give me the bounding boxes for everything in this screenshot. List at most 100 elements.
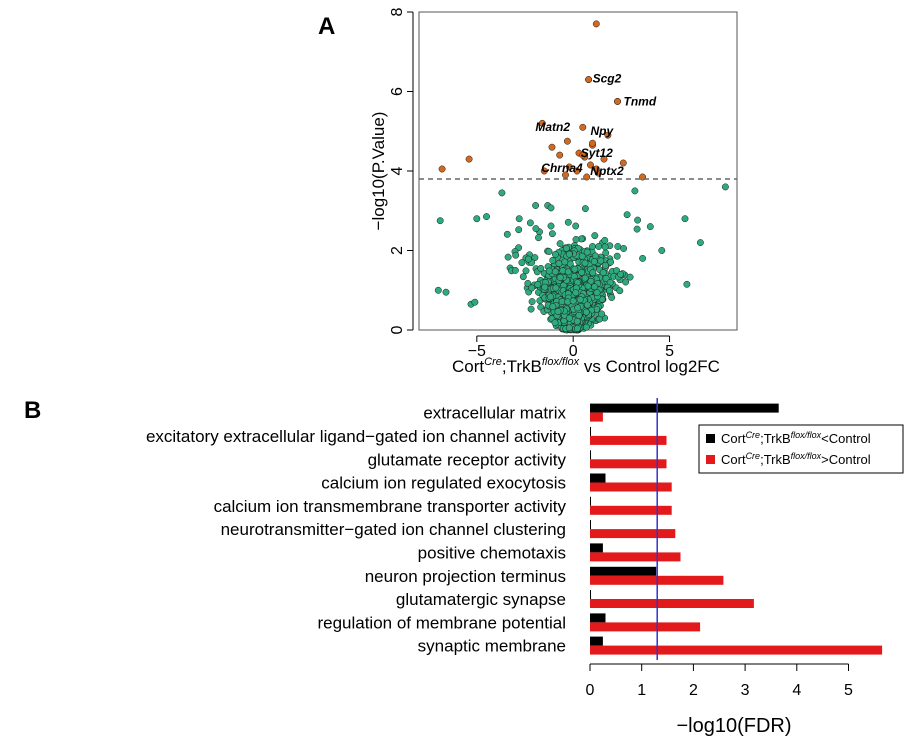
gene-label: Scg2 <box>593 72 622 86</box>
volcano-point <box>554 308 562 315</box>
volcano-sig-point <box>589 139 596 147</box>
bar-down <box>590 566 657 576</box>
volcano-point <box>591 252 599 260</box>
volcano-point <box>552 284 560 292</box>
volcano-point <box>589 269 597 277</box>
volcano-point <box>572 222 580 230</box>
x-tick-label: 3 <box>741 682 750 699</box>
volcano-x-axis: −5 0 5 <box>468 335 674 360</box>
bar-up <box>590 435 667 445</box>
x-tick-label: 1 <box>637 682 646 699</box>
volcano-point <box>572 236 580 243</box>
volcano-sig-point <box>540 167 548 175</box>
volcano-point <box>593 289 601 297</box>
volcano-point <box>614 243 622 250</box>
volcano-point <box>607 258 615 266</box>
volcano-point <box>547 293 554 301</box>
gene-label: Npy <box>591 124 615 138</box>
x-tick-label: 4 <box>792 682 801 699</box>
legend-text-part: >Control <box>821 452 871 467</box>
volcano-sig-point <box>587 161 594 169</box>
legend-entry-up: CortCre;TrkBflox/flox>Control <box>721 451 871 467</box>
volcano-point <box>551 319 559 327</box>
volcano-point <box>549 256 557 264</box>
volcano-point <box>575 311 583 319</box>
bar-marks <box>590 403 883 655</box>
volcano-sig-point <box>604 131 612 139</box>
bar-category-label: neurotransmitter−gated ion channel clust… <box>221 520 566 539</box>
volcano-x-label-part: Cort <box>452 357 484 376</box>
volcano-point <box>524 255 532 263</box>
legend-text-part: <Control <box>821 431 871 446</box>
legend-superscript: Cre <box>746 430 761 440</box>
bar-up <box>590 645 883 655</box>
volcano-sig-point <box>614 97 621 105</box>
volcano-point <box>528 298 536 306</box>
y-tick-label: 4 <box>389 166 406 175</box>
volcano-point <box>518 259 526 267</box>
volcano-nonsig-points <box>434 183 729 334</box>
volcano-point <box>633 225 641 233</box>
x-tick-label: 5 <box>844 682 853 699</box>
volcano-point <box>608 294 616 301</box>
volcano-point <box>551 268 559 276</box>
bar-up <box>590 622 701 632</box>
gene-label: Matn2 <box>535 120 570 134</box>
legend-superscript: flox/flox <box>791 451 822 461</box>
volcano-point <box>564 268 572 276</box>
volcano-point <box>613 252 621 260</box>
x-tick-label: 2 <box>689 682 698 699</box>
volcano-sig-point <box>548 143 556 151</box>
bar-down <box>590 426 591 436</box>
volcano-sig-point <box>565 163 573 171</box>
bar-down <box>590 450 591 460</box>
volcano-point <box>498 189 506 197</box>
volcano-point <box>512 251 520 259</box>
x-tick-label: 0 <box>569 343 578 360</box>
bar-category-label: extracellular matrix <box>423 404 566 423</box>
volcano-point <box>681 215 689 223</box>
bar-category-label: synaptic membrane <box>418 637 566 656</box>
volcano-point <box>606 287 613 295</box>
volcano-point <box>547 204 555 212</box>
volcano-point <box>548 230 556 238</box>
volcano-x-label-part: ;TrkB <box>502 357 542 376</box>
volcano-point <box>537 264 545 272</box>
volcano-point <box>591 283 598 291</box>
volcano-point <box>519 273 527 281</box>
bar-up <box>590 482 672 492</box>
legend-superscript: flox/flox <box>791 430 822 440</box>
volcano-point <box>646 223 654 231</box>
volcano-point <box>581 274 589 282</box>
legend-superscript: Cre <box>746 451 761 461</box>
volcano-sig-point <box>438 165 446 173</box>
bar-down <box>590 636 603 646</box>
volcano-sig-point <box>465 155 473 163</box>
volcano-point <box>571 265 579 273</box>
gene-label: Chrna4 <box>541 161 583 175</box>
volcano-point <box>541 283 549 291</box>
bar-category-label: calcium ion transmembrane transporter ac… <box>214 497 567 516</box>
volcano-sig-point <box>579 151 587 159</box>
volcano-point <box>578 268 586 276</box>
volcano-point <box>511 266 519 274</box>
bar-x-axis-label: −log10(FDR) <box>676 715 791 737</box>
bar-category-label: glutamate receptor activity <box>368 450 567 469</box>
panel-b-label: B <box>24 397 41 424</box>
volcano-point <box>574 304 582 312</box>
volcano-point <box>551 250 559 258</box>
volcano-sig-point <box>592 165 600 173</box>
volcano-point <box>583 248 591 256</box>
volcano-sig-point <box>585 76 593 84</box>
x-tick-label: 0 <box>586 682 595 699</box>
volcano-point <box>591 232 599 240</box>
volcano-point <box>436 217 444 225</box>
bar-up <box>590 505 672 515</box>
volcano-y-axis: 0 2 4 6 8 <box>389 7 414 334</box>
volcano-point <box>602 274 610 282</box>
volcano-point <box>595 243 603 250</box>
volcano-point <box>564 218 572 226</box>
bar-down <box>590 403 779 413</box>
bar-category-label: regulation of membrane potential <box>317 613 566 632</box>
